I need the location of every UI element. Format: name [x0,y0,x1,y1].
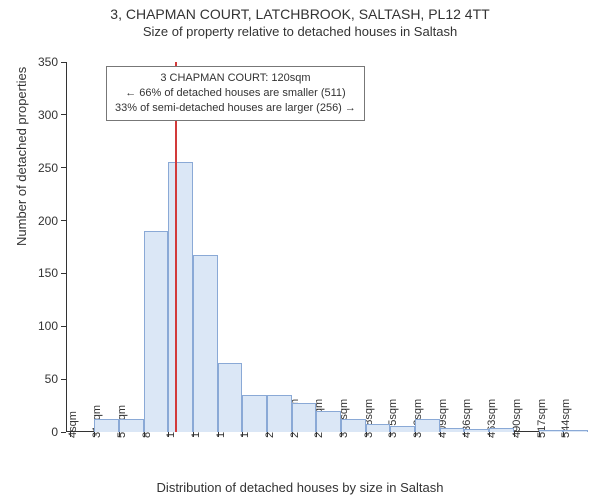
histogram-bar [267,395,292,432]
histogram-bar [341,419,366,432]
y-tick-label: 100 [38,319,66,333]
histogram-bar [539,430,564,432]
y-tick-label: 150 [38,266,66,280]
y-tick-label: 200 [38,214,66,228]
histogram-bar [119,419,144,432]
histogram-bar [464,429,489,432]
histogram-bar [94,419,119,432]
histogram-bar [563,430,588,432]
histogram-bar [390,426,415,432]
y-tick-label: 300 [38,108,66,122]
annotation-line3: 33% of semi-detached houses are larger (… [115,101,356,116]
annotation-line2: ← 66% of detached houses are smaller (51… [115,86,356,101]
y-axis-line [66,62,67,432]
plot-area: 0501001502002503003504sqm31sqm58sqm85sqm… [66,62,576,432]
y-tick-label: 250 [38,161,66,175]
histogram-bar [292,403,317,432]
histogram-bar [144,231,169,432]
histogram-bar [440,428,465,432]
x-axis-title: Distribution of detached houses by size … [0,480,600,495]
x-tick-label: 544sqm [560,399,572,438]
x-tick-label: 517sqm [536,399,548,438]
y-tick-label: 50 [45,372,66,386]
x-tick-label: 490sqm [511,399,523,438]
histogram-bar [168,162,193,432]
y-axis-title: Number of detached properties [14,67,29,246]
x-tick-label: 355sqm [387,399,399,438]
y-tick-label: 350 [38,55,66,69]
y-tick-label: 0 [51,425,66,439]
x-tick-label: 4sqm [67,411,79,438]
histogram-bar [316,411,341,432]
histogram-bar [415,419,440,432]
chart-title-line2: Size of property relative to detached ho… [0,24,600,39]
chart-title-line1: 3, CHAPMAN COURT, LATCHBROOK, SALTASH, P… [0,6,600,22]
histogram-bar [366,424,391,432]
histogram-bar [489,428,514,432]
annotation-box: 3 CHAPMAN COURT: 120sqm← 66% of detached… [106,66,365,121]
histogram-bar [242,395,267,432]
histogram-bar [193,255,218,432]
x-tick-label: 463sqm [486,399,498,438]
x-tick-label: 436sqm [461,399,473,438]
annotation-line1: 3 CHAPMAN COURT: 120sqm [115,71,356,86]
histogram-bar [218,363,243,432]
chart-container: 3, CHAPMAN COURT, LATCHBROOK, SALTASH, P… [0,6,600,500]
